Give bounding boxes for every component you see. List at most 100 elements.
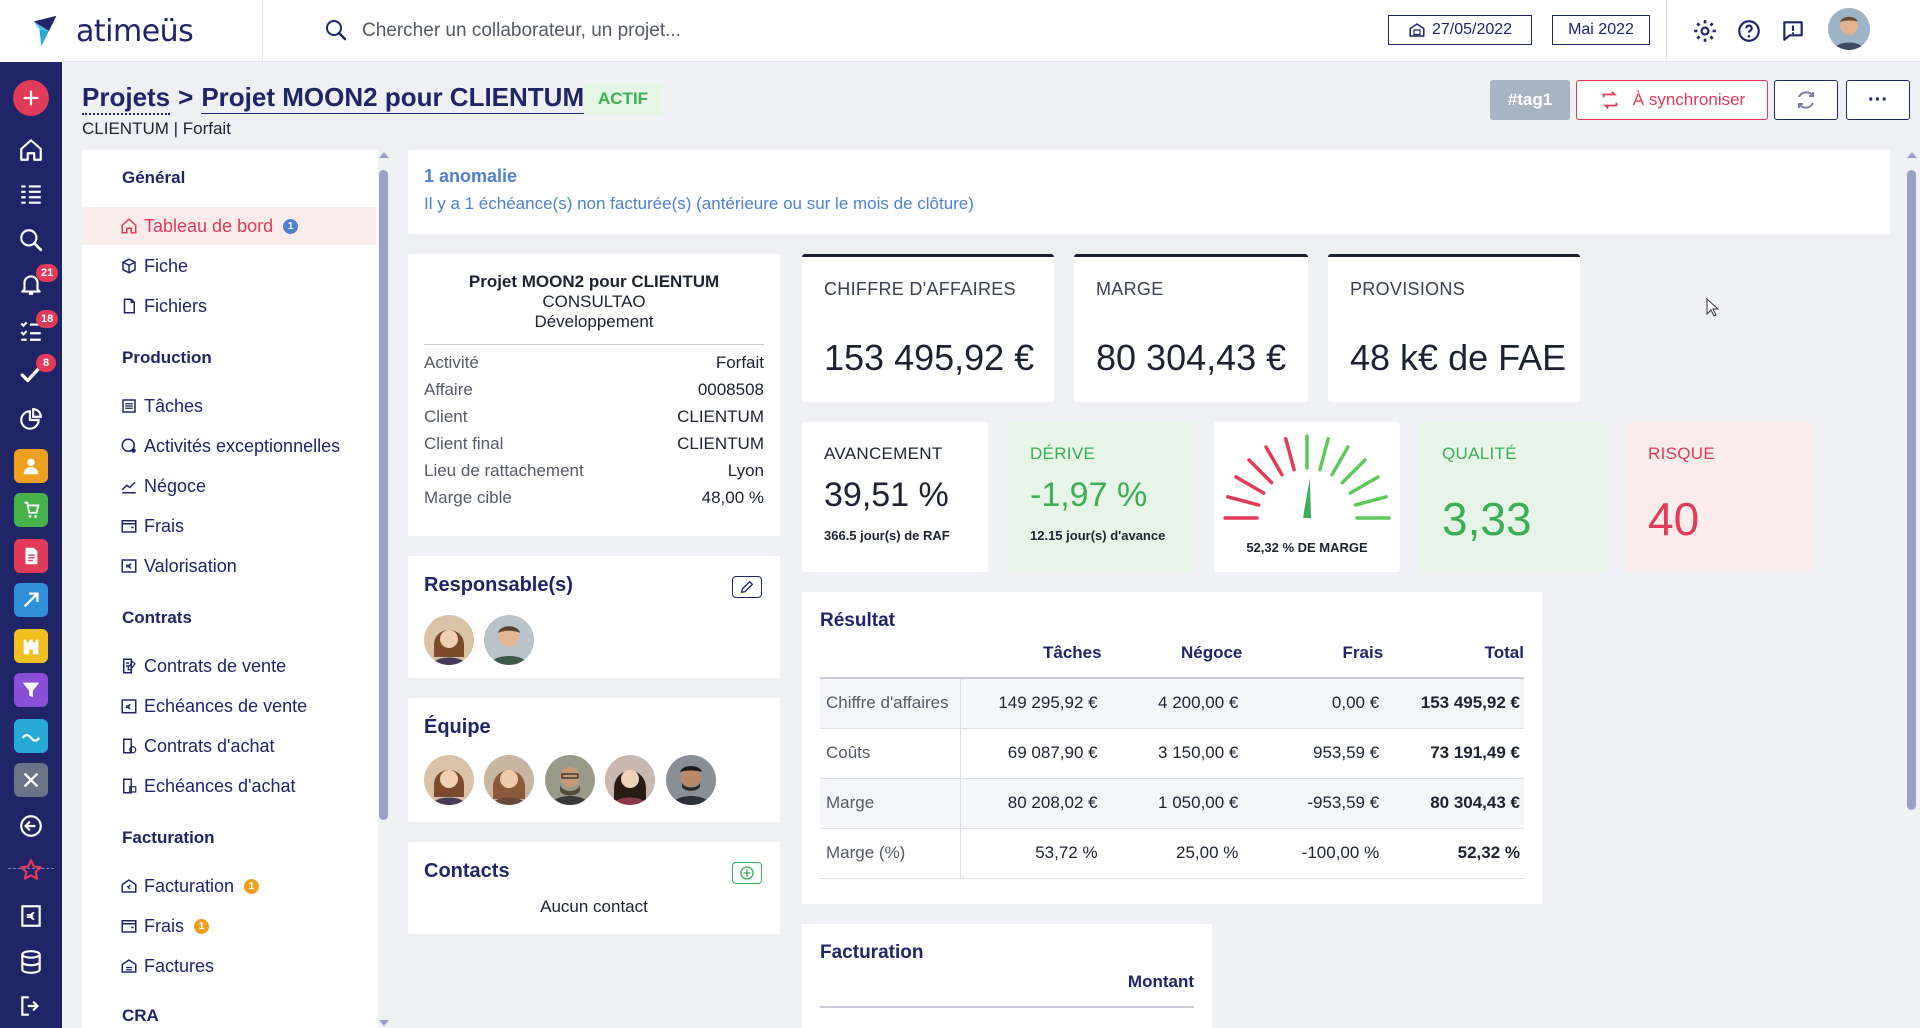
gear-icon[interactable] [1692, 18, 1718, 44]
avatar[interactable] [544, 755, 595, 805]
menu-item-echeances-vente[interactable]: Echéances de vente [82, 687, 376, 725]
pencil-icon [740, 580, 754, 594]
home-nav[interactable] [0, 128, 62, 172]
menu-item-contrats-vente[interactable]: Contrats de vente [82, 647, 376, 685]
search-nav[interactable] [0, 218, 62, 262]
menu-item-contrats-achat[interactable]: Contrats d'achat [82, 727, 376, 765]
menu-item-fiche[interactable]: Fiche [82, 247, 376, 285]
create-button[interactable] [0, 76, 62, 120]
kpi-chiffre-affaires[interactable]: CHIFFRE D'AFFAIRES 153 495,92 € [802, 254, 1054, 402]
menu-item-facturation[interactable]: Facturation 1 [82, 867, 376, 905]
more-button[interactable]: ··· [1846, 80, 1910, 120]
tasks-nav[interactable]: 18 [0, 308, 62, 352]
app-documents[interactable] [0, 534, 62, 578]
menu-item-frais[interactable]: Frais [82, 507, 376, 545]
table-header: Tâches [960, 634, 1102, 679]
user-avatar[interactable] [1828, 8, 1870, 50]
app-wave[interactable] [0, 714, 62, 758]
kpi-provisions[interactable]: PROVISIONS 48 k€ de FAE [1328, 254, 1580, 402]
table-cell: -100,00 % [1242, 828, 1384, 879]
notifications-nav[interactable]: 21 [0, 262, 62, 306]
search-icon[interactable] [324, 18, 348, 42]
anomaly-text[interactable]: Il y a 1 échéance(s) non facturée(s) (an… [424, 194, 974, 213]
brand[interactable]: atimeüs [28, 12, 194, 50]
gauge-note: 52,32 % DE MARGE [1246, 540, 1368, 555]
help-icon[interactable] [1736, 18, 1762, 44]
anomaly-banner: 1 anomalie Il y a 1 échéance(s) non fact… [408, 150, 1890, 234]
project-selector[interactable]: Projet MOON2 pour CLIENTUM [201, 82, 611, 114]
menu-item-factures[interactable]: Factures [82, 947, 376, 985]
date-picker[interactable]: 27/05/2022 [1388, 15, 1532, 45]
refresh-button[interactable] [1774, 80, 1838, 120]
avatar[interactable] [484, 615, 535, 665]
table-cell: 3 150,00 € [1101, 728, 1243, 779]
kpi-marge[interactable]: MARGE 80 304,43 € [1074, 254, 1308, 402]
app-filter[interactable] [0, 668, 62, 712]
edit-responsables-button[interactable] [732, 576, 762, 598]
euro-receipt-icon [21, 905, 41, 927]
search-input[interactable] [362, 14, 1062, 48]
contacts-empty: Aucun contact [540, 897, 648, 916]
gauge-tick [1353, 495, 1388, 507]
feedback-icon[interactable] [1780, 18, 1806, 44]
app-purchases[interactable] [0, 488, 62, 532]
validations-nav[interactable]: 8 [0, 352, 62, 396]
menu-item-label: Facturation [144, 875, 235, 896]
avatar[interactable] [665, 755, 716, 805]
kpi-risque[interactable]: RISQUE 40 [1626, 422, 1812, 572]
menu-item-label: Factures [144, 955, 215, 976]
mouse-cursor-icon [1706, 298, 1720, 317]
back-nav[interactable] [0, 804, 62, 848]
kpi-value: 3,33 [1442, 493, 1532, 545]
kpi-label: CHIFFRE D'AFFAIRES [824, 279, 1016, 299]
kpi-avancement[interactable]: AVANCEMENT 39,51 % 366.5 jour(s) de RAF [802, 422, 988, 572]
favorites-nav[interactable] [0, 848, 62, 892]
period-picker[interactable]: Mai 2022 [1552, 15, 1650, 45]
menu-item-taches[interactable]: Tâches [82, 387, 376, 425]
main-scroll-thumb[interactable] [1907, 170, 1916, 810]
brand-name: atimeüs [76, 13, 194, 49]
menu-item-fichiers[interactable]: Fichiers [82, 287, 376, 325]
avatar[interactable] [424, 755, 474, 805]
logout-nav[interactable] [0, 984, 62, 1028]
equipe-title: Équipe [424, 716, 491, 738]
avatar[interactable] [424, 615, 474, 665]
app-settings[interactable] [0, 758, 62, 802]
property-key: Marge cible [424, 487, 512, 507]
pie-chart-icon [20, 408, 42, 430]
menu-item-valorisation[interactable]: Valorisation [82, 547, 376, 585]
menu-item-activites[interactable]: Activités exceptionnelles [82, 427, 376, 465]
project-menu: Général Tableau de bord 1 Fiche Fichiers… [82, 150, 378, 1028]
avatar[interactable] [605, 755, 656, 805]
breadcrumb-projets[interactable]: Projets [82, 82, 171, 115]
menu-scrollbar[interactable] [378, 150, 390, 1028]
app-people[interactable] [0, 444, 62, 488]
expenses-nav[interactable] [0, 894, 62, 938]
sync-button[interactable]: À synchroniser [1576, 80, 1768, 120]
tag-button[interactable]: #tag1 [1490, 80, 1570, 120]
kpi-derive[interactable]: DÉRIVE -1,97 % 12.15 jour(s) d'avance [1008, 422, 1194, 572]
scroll-up-icon [1907, 152, 1917, 158]
table-cell: 53,72 % [960, 828, 1102, 879]
menu-item-frais-facturation[interactable]: Frais 1 [82, 907, 376, 945]
purchase-schedule-icon [123, 778, 137, 794]
star-icon [20, 859, 42, 880]
menu-scroll-thumb[interactable] [379, 170, 388, 820]
main-scrollbar[interactable] [1906, 150, 1918, 1028]
menu-item-negoce[interactable]: Négoce [82, 467, 376, 505]
filter-icon [14, 673, 48, 707]
menu-item-dashboard[interactable]: Tableau de bord 1 [82, 207, 376, 245]
menu-item-echeances-achat[interactable]: Echéances d'achat [82, 767, 376, 805]
cube-icon [122, 258, 136, 274]
database-nav[interactable] [0, 940, 62, 984]
kpi-qualite[interactable]: QUALITÉ 3,33 [1420, 422, 1606, 572]
kpi-gauge[interactable]: 52,32 % DE MARGE [1214, 422, 1400, 572]
app-tools[interactable] [0, 578, 62, 622]
avatar[interactable] [484, 755, 535, 805]
add-contact-button[interactable] [732, 862, 762, 884]
plus-circle-icon [740, 866, 754, 880]
app-castle[interactable] [0, 624, 62, 668]
reports-nav[interactable] [0, 398, 62, 442]
anomaly-title[interactable]: 1 anomalie [424, 166, 518, 186]
list-nav[interactable] [0, 172, 62, 216]
